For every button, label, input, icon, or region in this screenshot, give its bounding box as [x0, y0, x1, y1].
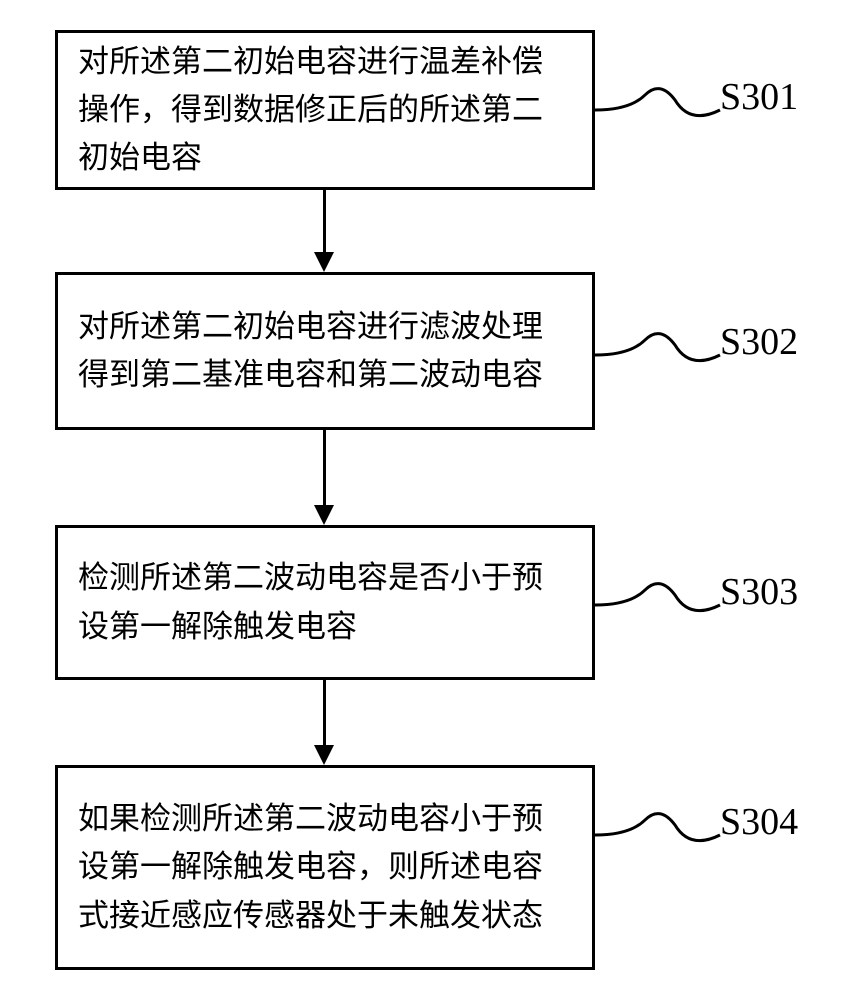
arrow-2-3-shaft [323, 430, 326, 505]
step-box-s304: 如果检测所述第二波动电容小于预设第一解除触发电容，则所述电容式接近感应传感器处于… [55, 765, 595, 970]
step-box-s301: 对所述第二初始电容进行温差补偿操作，得到数据修正后的所述第二初始电容 [55, 30, 595, 190]
flowchart-canvas: 对所述第二初始电容进行温差补偿操作，得到数据修正后的所述第二初始电容 S301 … [0, 0, 859, 1000]
connector-s304 [595, 805, 725, 865]
step-box-s302: 对所述第二初始电容进行滤波处理得到第二基准电容和第二波动电容 [55, 272, 595, 430]
arrow-1-2-head [314, 252, 334, 272]
step-text: 检测所述第二波动电容是否小于预设第一解除触发电容 [78, 554, 572, 650]
arrow-1-2-shaft [323, 190, 326, 252]
step-label-s304: S304 [720, 800, 798, 844]
step-label-s302: S302 [720, 320, 798, 364]
step-label-s301: S301 [720, 75, 798, 119]
arrow-3-4-shaft [323, 680, 326, 745]
arrow-2-3-head [314, 505, 334, 525]
arrow-3-4-head [314, 745, 334, 765]
connector-s303 [595, 575, 725, 635]
connector-s302 [595, 325, 725, 385]
step-label-s303: S303 [720, 570, 798, 614]
step-text: 如果检测所述第二波动电容小于预设第一解除触发电容，则所述电容式接近感应传感器处于… [78, 795, 572, 939]
step-text: 对所述第二初始电容进行滤波处理得到第二基准电容和第二波动电容 [78, 303, 572, 399]
step-text: 对所述第二初始电容进行温差补偿操作，得到数据修正后的所述第二初始电容 [78, 38, 572, 182]
step-box-s303: 检测所述第二波动电容是否小于预设第一解除触发电容 [55, 525, 595, 680]
connector-s301 [595, 80, 725, 140]
